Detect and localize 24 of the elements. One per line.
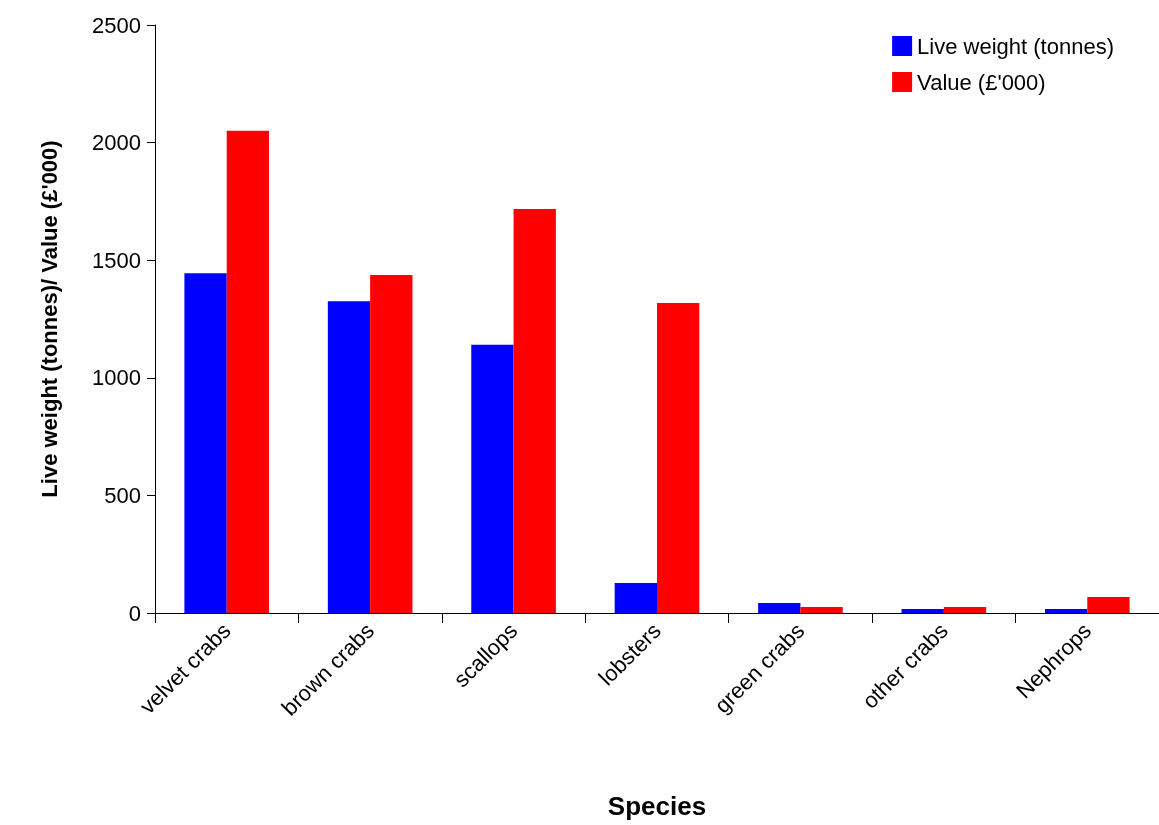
bar: [327, 301, 371, 613]
x-axis-title: Species: [607, 791, 707, 821]
bar: [800, 606, 843, 613]
bar: [1044, 609, 1088, 613]
bar: [370, 275, 413, 613]
bar: [614, 582, 657, 613]
y-tick-label: 500: [104, 482, 141, 508]
bar: [758, 602, 801, 613]
legend-label: Live weight (tonnes): [917, 33, 1115, 59]
bar: [901, 609, 944, 613]
y-tick-label: 1000: [92, 365, 141, 391]
bar: [513, 208, 556, 613]
y-tick-label: 2500: [92, 12, 141, 38]
y-tick-label: 1500: [92, 247, 141, 273]
bar: [226, 130, 270, 613]
bar: [657, 303, 700, 613]
y-tick-label: 0: [128, 600, 141, 626]
y-tick-label: 2000: [92, 130, 141, 156]
y-axis-title: Live weight (tonnes)/ Value (£'000): [36, 140, 62, 498]
legend-label: Value (£'000): [917, 69, 1046, 95]
bar: [471, 344, 514, 613]
bar: [1087, 597, 1130, 613]
bar: [943, 606, 987, 613]
bar: [184, 273, 227, 613]
